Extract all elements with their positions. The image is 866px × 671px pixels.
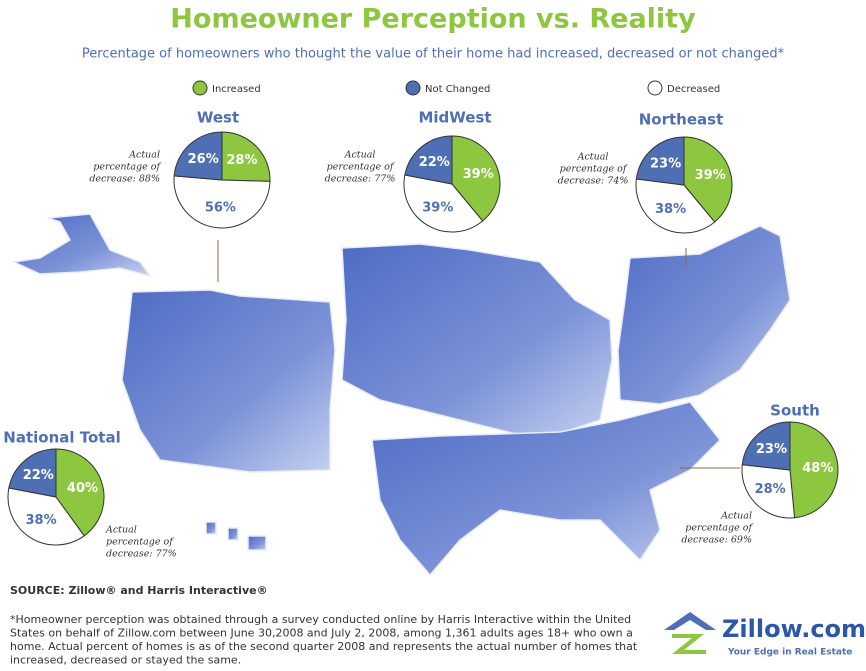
annotation: decrease: 69%: [681, 535, 752, 546]
slice-label: 28%: [755, 482, 786, 497]
annotation: decrease: 77%: [106, 549, 177, 560]
annotation: decrease: 88%: [89, 174, 160, 185]
region-title: South: [770, 402, 820, 420]
leader-lines: [217, 240, 740, 469]
footnote-line: *Homeowner perception was obtained throu…: [10, 613, 631, 626]
annotation: Actual: [105, 525, 137, 536]
footnote-line: increased, decreased or stayed the same.: [10, 654, 241, 667]
slice-label: 22%: [23, 468, 54, 483]
region-title: National Total: [3, 429, 120, 447]
slice-label: 22%: [419, 155, 450, 170]
annotation: decrease: 74%: [558, 176, 629, 187]
pie-slice: [173, 175, 271, 229]
slice-label: 28%: [226, 153, 257, 168]
slice-label: 39%: [463, 167, 494, 182]
slice-label: 38%: [655, 202, 686, 217]
title: Homeowner Perception vs. Reality: [170, 4, 696, 35]
legend-swatch: [192, 80, 208, 96]
annotation: percentage of: [560, 164, 628, 175]
legend-swatch: [647, 80, 663, 96]
annotation: decrease: 77%: [325, 174, 396, 185]
slice-label: 56%: [205, 200, 236, 215]
pie-slice: [55, 448, 105, 537]
slice-label: 39%: [422, 200, 453, 215]
pie-slice: [221, 131, 271, 182]
pie-slice: [635, 136, 685, 186]
footnote-line: States on behalf of Zillow.com between J…: [10, 627, 633, 640]
logo-name: Zillow.com: [722, 615, 866, 643]
legend-label: Not Changed: [425, 84, 490, 95]
region-title: West: [197, 109, 239, 127]
annotation: Actual: [128, 150, 160, 161]
slice-label: 23%: [650, 157, 681, 172]
annotation: Actual: [720, 511, 752, 522]
pie-slice: [451, 135, 501, 222]
footnote-line: home. Actual percent of homes is as of t…: [10, 640, 638, 653]
legend-label: Increased: [212, 84, 261, 95]
logo-tagline: Your Edge in Real Estate: [727, 648, 852, 658]
legend-swatch: [405, 80, 421, 96]
region-title: MidWest: [418, 109, 491, 127]
annotation: Actual: [344, 150, 376, 161]
annotation: percentage of: [93, 162, 161, 173]
pie-slice: [741, 421, 791, 471]
annotation: percentage of: [106, 537, 174, 548]
pie-slice: [683, 136, 733, 223]
region-title: Northeast: [639, 111, 724, 129]
pie-slice: [7, 487, 85, 546]
pie-slice: [8, 448, 57, 498]
slice-label: 26%: [188, 152, 219, 167]
pie-slice: [635, 178, 716, 234]
slice-label: 40%: [67, 481, 98, 496]
source: SOURCE: Zillow® and Harris Interactive®: [10, 584, 268, 597]
legend-label: Decreased: [667, 84, 720, 95]
pie-slice: [403, 174, 484, 233]
footnote: *Homeowner perception was obtained throu…: [10, 613, 638, 667]
annotation: Actual: [577, 152, 609, 163]
annotation: percentage of: [685, 523, 753, 534]
slice-label: 48%: [802, 461, 833, 476]
slice-label: 38%: [26, 513, 57, 528]
pie-slice: [173, 131, 223, 181]
pie-slice: [741, 464, 796, 519]
slice-label: 39%: [695, 168, 726, 183]
pie-slice: [404, 135, 453, 185]
map: [11, 213, 791, 577]
pie-slice: [789, 421, 839, 519]
subtitle: Percentage of homeowners who thought the…: [82, 47, 785, 62]
annotation: percentage of: [327, 162, 395, 173]
slice-label: 23%: [756, 442, 787, 457]
logo: Zillow.com Your Edge in Real Estate: [664, 612, 866, 658]
